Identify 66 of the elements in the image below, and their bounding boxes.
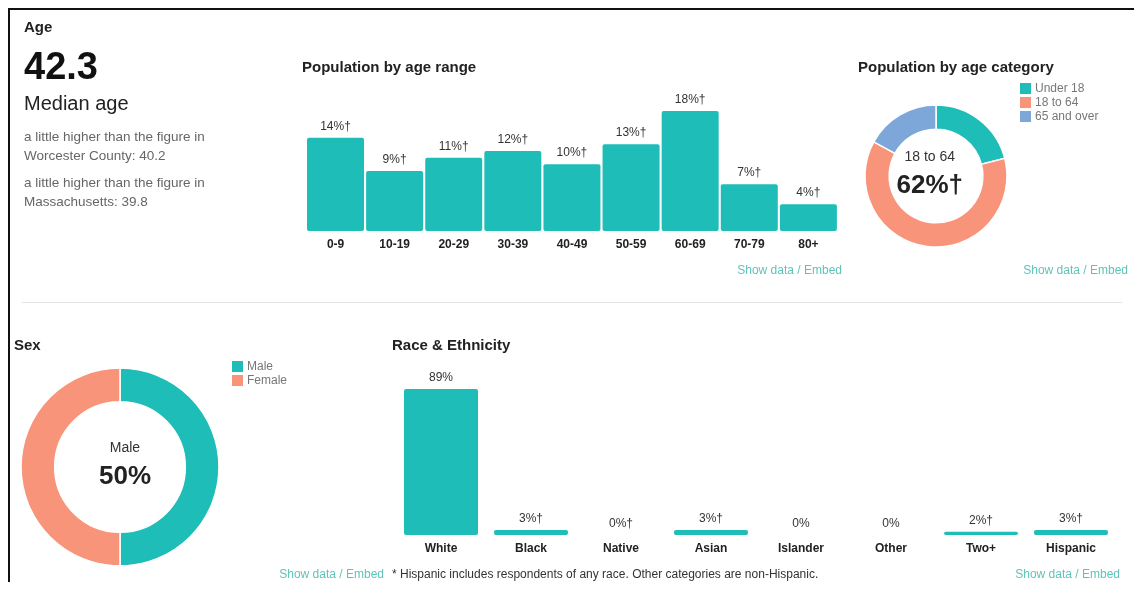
x-tick-label: Hispanic: [1045, 540, 1097, 555]
x-tick-label: 50-59: [615, 236, 647, 251]
x-tick-label: 10-19: [379, 236, 411, 251]
data-label: 13%†: [615, 125, 647, 140]
chart-title: Population by age category: [858, 58, 1055, 75]
x-tick-label: 70-79: [733, 236, 765, 251]
data-label: 0%†: [608, 516, 634, 530]
bar: [543, 164, 601, 231]
legend-label: Under 18: [1035, 81, 1085, 95]
x-tick-label: Islander: [777, 540, 825, 555]
data-label: 4%†: [796, 185, 821, 200]
bar: [366, 171, 424, 231]
slice-label: 18 to 64: [904, 148, 956, 164]
chart-title: Population by age range: [302, 58, 478, 75]
data-label: 0%: [792, 516, 810, 530]
bar: [484, 151, 542, 231]
legend-label: 65 and over: [1035, 109, 1099, 123]
data-label: 14%†: [320, 118, 351, 133]
data-label: 89%: [428, 370, 454, 384]
data-label: 50%: [98, 460, 152, 490]
text: a little higher than the figure in Massachusetts: 39.8: [24, 174, 206, 211]
x-tick-label: Black: [514, 540, 548, 555]
data-label: 62%†: [896, 169, 963, 199]
legend-label: Female: [247, 373, 288, 387]
text: Show data / Embed: [1015, 567, 1120, 581]
data-label: 11%†: [438, 138, 469, 153]
data-label: 2%†: [968, 512, 994, 527]
data-label: 9%†: [382, 152, 407, 166]
data-label: 3%†: [518, 511, 544, 526]
data-label: 0%: [882, 516, 900, 530]
chart-title: Race & Ethnicity: [392, 336, 512, 353]
x-tick-label: Native: [602, 540, 640, 555]
chart-title: Sex: [14, 336, 42, 353]
slice-label: Male: [109, 439, 141, 455]
text: 42.3: [24, 45, 99, 88]
x-tick-label: 30-39: [497, 236, 529, 251]
bar: [720, 184, 778, 231]
legend-label: 18 to 64: [1035, 95, 1079, 109]
bar: [661, 111, 719, 231]
data-label: 7%†: [737, 165, 762, 180]
text: Show data / Embed: [279, 567, 384, 581]
bar: [602, 144, 660, 231]
x-tick-label: Two+: [965, 540, 997, 555]
x-tick-label: Other: [874, 540, 908, 555]
x-tick-label: White: [424, 540, 458, 555]
data-label: 10%†: [556, 145, 588, 160]
data-label: 3%†: [698, 511, 724, 526]
data-label: 3%†: [1058, 511, 1084, 526]
bar: [425, 157, 483, 231]
bar: [779, 204, 837, 231]
x-tick-label: 20-29: [438, 236, 470, 251]
x-tick-label: 0-9: [326, 236, 345, 251]
x-tick-label: 40-49: [556, 236, 588, 251]
text: Show data / Embed: [737, 263, 842, 277]
x-tick-label: 80+: [798, 236, 819, 251]
data-label: 18%†: [674, 92, 706, 106]
x-tick-label: Asian: [694, 540, 728, 555]
x-tick-label: 60-69: [674, 236, 706, 251]
text: Median age: [24, 92, 130, 115]
text: Show data / Embed: [1023, 263, 1128, 277]
data-label: 12%†: [497, 132, 529, 146]
legend-label: Male: [247, 359, 274, 373]
text: * Hispanic includes respondents of any race. Other categories are non-Hispanic.: [392, 567, 819, 581]
text: a little higher than the figure in Worcester County: 40.2: [24, 128, 206, 165]
bar: [307, 137, 364, 231]
text: Age: [24, 18, 54, 35]
